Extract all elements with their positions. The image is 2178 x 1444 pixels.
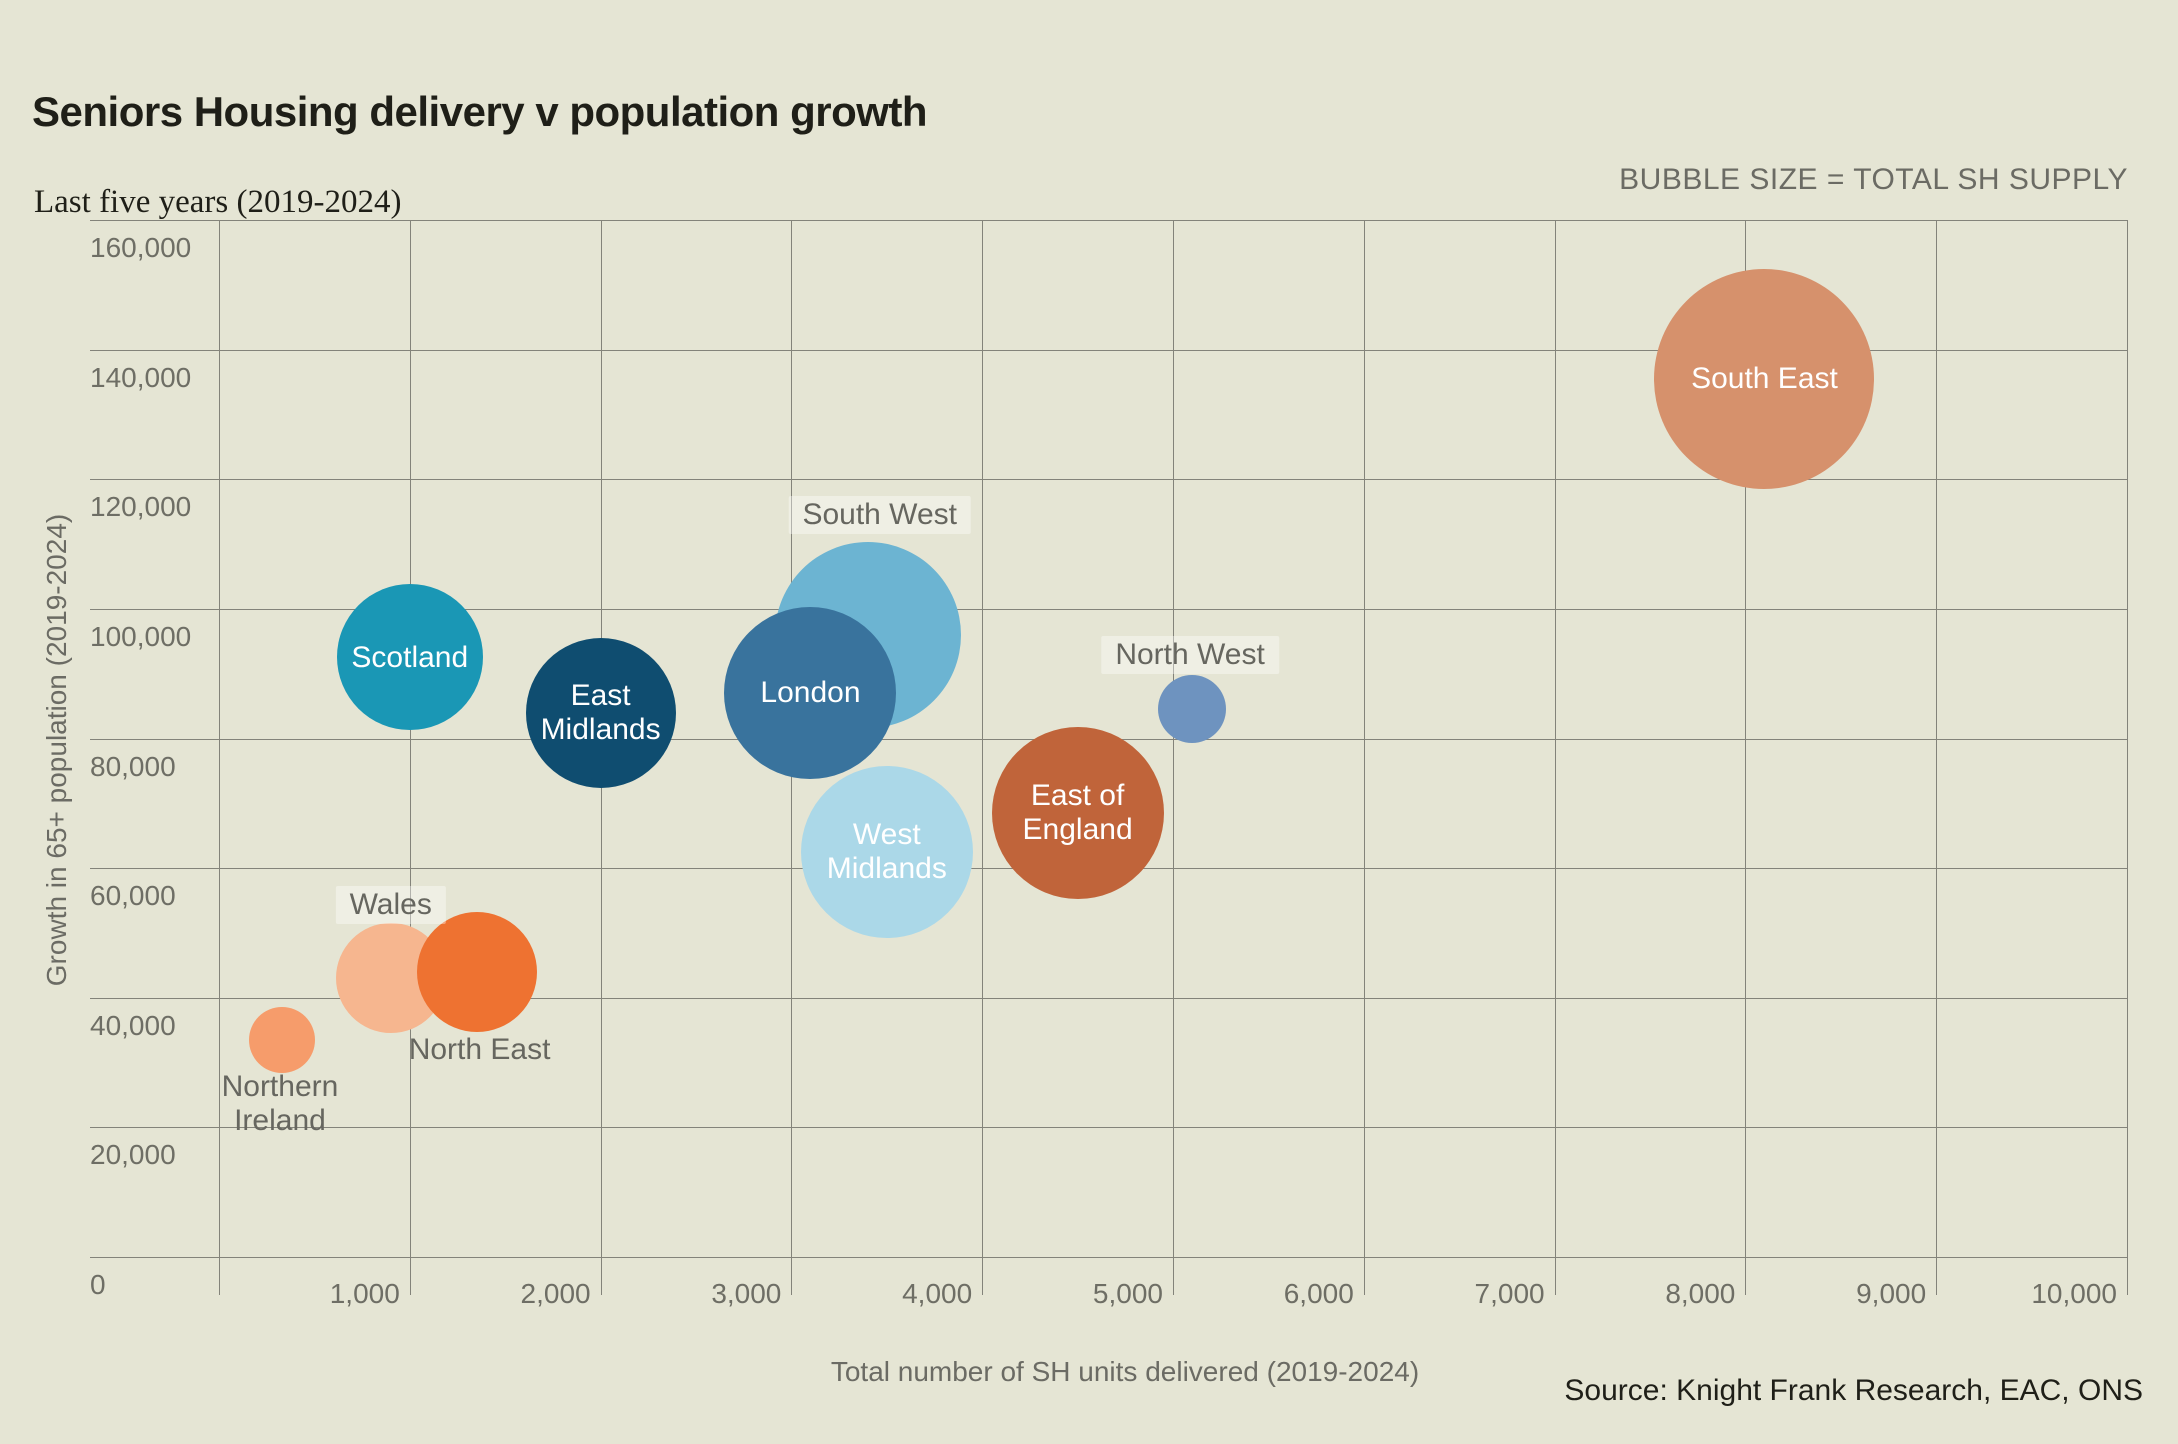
bubble-scotland: Scotland <box>336 584 483 731</box>
y-tick-label-80000: 80,000 <box>90 750 176 782</box>
y-gridline-20000 <box>90 1127 2127 1129</box>
page-subtitle: Last five years (2019-2024) <box>34 184 402 220</box>
y-gridline-100000 <box>90 608 2127 610</box>
x-axis-title: Total number of SH units delivered (2019… <box>830 1356 1420 1387</box>
bubble-label-east-midlands: East Midlands <box>540 678 661 746</box>
x-tick-label-1000: 1,000 <box>329 1278 400 1309</box>
bubble-label-west-midlands: West Midlands <box>826 818 947 885</box>
bubble-label-south-west: South West <box>788 495 971 534</box>
page-title: Seniors Housing delivery v population gr… <box>32 88 928 135</box>
bubble-north-east <box>416 911 537 1032</box>
x-tick-label-10000: 10,000 <box>2031 1278 2117 1309</box>
bubble-label-wales: Wales <box>335 886 446 925</box>
x-tick-label-3000: 3,000 <box>711 1278 782 1309</box>
x-gridline-4000 <box>982 220 984 1295</box>
bubble-label-north-west: North West <box>1101 636 1279 675</box>
y-axis-title: Growth in 65+ population (2019-2024) <box>41 513 72 987</box>
y-gridline-160000 <box>90 220 2127 221</box>
x-gridline-0 <box>219 220 220 1295</box>
y-tick-label-0: 0 <box>90 1269 106 1300</box>
x-tick-label-7000: 7,000 <box>1474 1278 1545 1309</box>
bubble-north-west <box>1158 675 1227 744</box>
x-gridline-9000 <box>1936 220 1938 1295</box>
x-tick-label-2000: 2,000 <box>520 1278 591 1309</box>
bubble-label-northern-ireland: Northern Ireland <box>221 1069 339 1137</box>
x-gridline-1000 <box>409 220 411 1295</box>
y-tick-label-40000: 40,000 <box>90 1009 176 1041</box>
bubble-west-midlands: West Midlands <box>800 765 973 938</box>
y-tick-label-100000: 100,000 <box>90 620 192 652</box>
y-gridline-120000 <box>90 479 2127 481</box>
x-gridline-6000 <box>1363 220 1365 1295</box>
y-tick-label-140000: 140,000 <box>90 361 192 393</box>
x-tick-label-5000: 5,000 <box>1092 1278 1163 1309</box>
y-tick-label-160000: 160,000 <box>90 232 192 263</box>
bubble-east-of-england: East of England <box>991 727 1164 900</box>
y-gridline-0 <box>90 1257 2127 1258</box>
source-note: Source: Knight Frank Research, EAC, ONS <box>1564 1374 2143 1407</box>
bubble-south-east: South East <box>1654 268 1875 489</box>
bubble-label-london: London <box>760 676 861 710</box>
y-tick-label-20000: 20,000 <box>90 1139 176 1171</box>
bubble-label-east-of-england: East of England <box>1022 779 1133 847</box>
x-tick-label-6000: 6,000 <box>1283 1278 1354 1309</box>
x-tick-label-4000: 4,000 <box>902 1278 973 1309</box>
bubble-size-legend: BUBBLE SIZE = TOTAL SH SUPPLY <box>1619 163 2128 196</box>
x-gridline-5000 <box>1173 220 1174 1295</box>
x-tick-label-8000: 8,000 <box>1665 1278 1736 1309</box>
x-gridline-10000 <box>2127 220 2128 1295</box>
bubble-label-south-east: South East <box>1691 361 1838 395</box>
y-tick-label-120000: 120,000 <box>90 491 192 523</box>
x-gridline-8000 <box>1745 220 1747 1295</box>
bubble-northern-ireland <box>248 1006 315 1073</box>
y-gridline-140000 <box>90 349 2127 351</box>
bubble-london: London <box>724 607 897 780</box>
bubble-label-north-east: North East <box>408 1032 551 1066</box>
y-gridline-40000 <box>90 997 2127 999</box>
bubble-label-scotland: Scotland <box>351 640 469 674</box>
bubble-east-midlands: East Midlands <box>525 637 676 788</box>
y-tick-label-60000: 60,000 <box>90 880 176 912</box>
x-gridline-7000 <box>1554 220 1556 1295</box>
x-tick-label-9000: 9,000 <box>1856 1278 1927 1309</box>
